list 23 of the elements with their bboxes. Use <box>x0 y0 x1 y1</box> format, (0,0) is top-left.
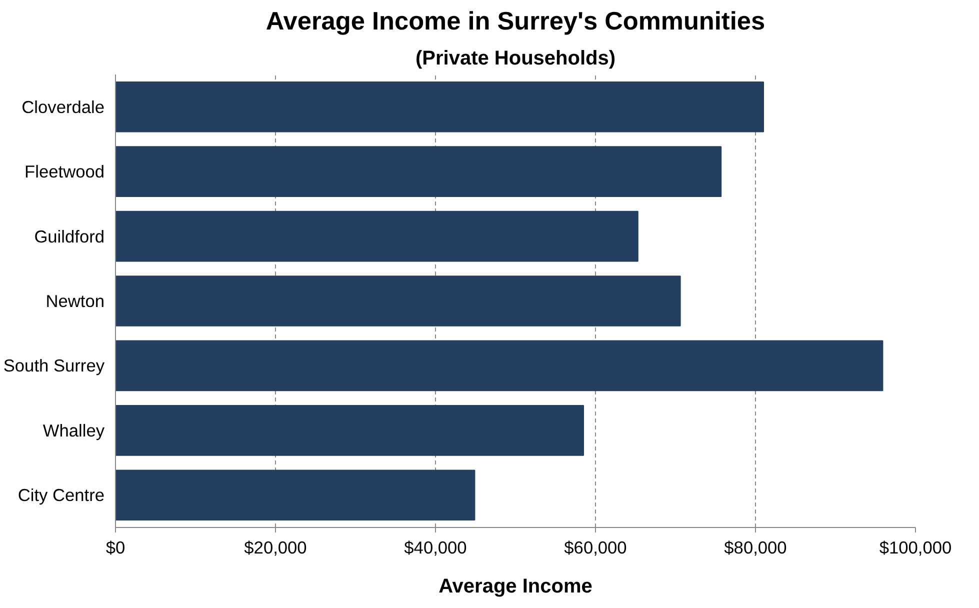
x-tick-label: $0 <box>106 538 126 558</box>
x-tick-label: $40,000 <box>404 538 467 558</box>
bar <box>116 81 764 132</box>
y-tick-label: Fleetwood <box>24 162 105 182</box>
bar <box>116 405 584 456</box>
x-tick-label: $100,000 <box>879 538 952 558</box>
y-tick-label: Whalley <box>42 420 105 440</box>
x-axis-title: Average Income <box>438 576 592 598</box>
x-tick-label: $80,000 <box>724 538 787 558</box>
bar <box>116 470 476 521</box>
bar <box>116 146 722 197</box>
bar <box>116 210 638 262</box>
chart-title: Average Income in Surrey's Communities <box>266 8 766 36</box>
x-tick-label: $60,000 <box>564 538 627 558</box>
x-tick-label: $20,000 <box>244 538 307 558</box>
y-tick-label: Guildford <box>34 226 104 246</box>
y-tick-label: Newton <box>46 291 105 311</box>
bar <box>116 340 884 392</box>
y-tick-label: City Centre <box>18 485 105 506</box>
bar <box>116 276 681 326</box>
y-tick-label: South Surrey <box>3 356 105 376</box>
y-tick-label: Cloverdale <box>22 96 105 117</box>
chart-subtitle: (Private Households) <box>415 48 616 70</box>
